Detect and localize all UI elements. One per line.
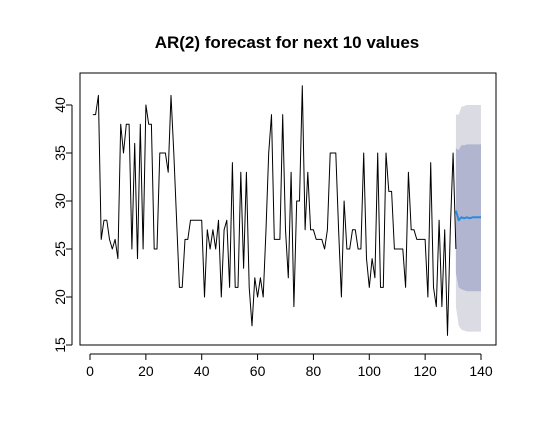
x-tick-label: 140 xyxy=(469,363,493,379)
x-tick-label: 20 xyxy=(138,363,154,379)
y-tick-label: 15 xyxy=(52,337,68,353)
x-tick-label: 60 xyxy=(250,363,266,379)
y-tick-label: 30 xyxy=(52,193,68,209)
observed-series xyxy=(92,85,457,336)
forecast-series xyxy=(454,210,481,222)
x-tick-label: 80 xyxy=(306,363,322,379)
y-tick-label: 25 xyxy=(52,241,68,257)
y-tick-label: 35 xyxy=(52,145,68,161)
y-tick-label: 40 xyxy=(52,97,68,113)
chart-title: AR(2) forecast for next 10 values xyxy=(155,33,420,52)
plot-frame xyxy=(79,72,497,346)
x-tick-label: 0 xyxy=(86,363,94,379)
x-tick-label: 100 xyxy=(358,363,382,379)
observed-line xyxy=(92,85,457,336)
x-axis: 0 20 40 60 80 100 120 140 xyxy=(86,353,493,379)
forecast-mean-line xyxy=(454,210,481,222)
y-axis: 15 20 25 30 35 40 xyxy=(52,97,73,353)
y-tick-label: 20 xyxy=(52,289,68,305)
x-tick-label: 120 xyxy=(413,363,437,379)
x-tick-label: 40 xyxy=(194,363,210,379)
